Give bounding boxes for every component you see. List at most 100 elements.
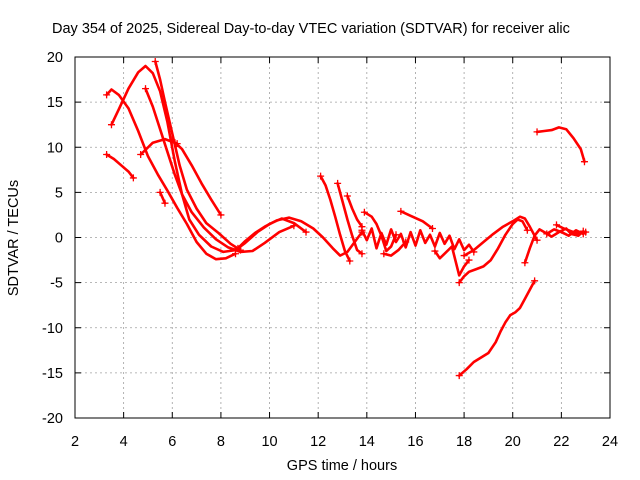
series-line: [363, 210, 398, 253]
x-tick-label: 10: [261, 434, 277, 450]
y-tick-label: -20: [42, 411, 63, 427]
series-trace-23: [455, 277, 539, 380]
series-line: [523, 227, 585, 265]
data-point-marker: [531, 277, 539, 285]
series-line: [139, 137, 179, 156]
x-tick-label: 12: [310, 434, 326, 450]
series-line: [433, 245, 471, 277]
data-point-marker: [580, 158, 588, 166]
series-line: [535, 126, 586, 163]
data-point-marker: [360, 208, 368, 216]
data-series: [103, 58, 590, 380]
series-trace-18: [455, 218, 531, 287]
data-point-marker: [142, 85, 150, 93]
data-point-marker: [129, 174, 137, 182]
series-trace-22: [553, 221, 590, 236]
x-tick-label: 14: [359, 434, 375, 450]
data-point-marker: [533, 128, 541, 136]
data-point-marker: [465, 256, 473, 264]
plot-frame: [74, 56, 611, 419]
series-line: [154, 60, 242, 252]
x-tick-label: 24: [602, 434, 618, 450]
series-line: [105, 88, 237, 261]
series-line: [462, 215, 539, 257]
chart-title: Day 354 of 2025, Sidereal Day-to-day VTE…: [52, 21, 570, 37]
y-tick-label: 0: [55, 231, 63, 247]
data-point-marker: [302, 228, 310, 236]
series-trace-14: [360, 208, 400, 253]
series-trace-16: [380, 238, 410, 258]
series-line: [346, 194, 364, 228]
data-point-marker: [460, 252, 468, 260]
data-point-marker: [533, 236, 541, 244]
data-point-marker: [217, 211, 225, 219]
data-point-marker: [428, 224, 436, 232]
data-point-marker: [521, 259, 529, 267]
x-tick-label: 2: [71, 434, 79, 450]
series-trace-19: [460, 215, 541, 260]
data-point-marker: [523, 226, 531, 234]
series-trace-5: [103, 150, 137, 182]
series-trace-13: [358, 226, 478, 256]
y-tick-label: -5: [50, 276, 63, 292]
data-point-marker: [173, 140, 181, 148]
data-point-marker: [156, 188, 164, 196]
series-line: [171, 138, 223, 217]
series-line: [457, 279, 536, 377]
series-trace-3: [151, 58, 244, 254]
series-trace-17: [431, 245, 473, 277]
series-line: [399, 210, 434, 230]
data-point-marker: [234, 244, 242, 252]
data-point-marker: [455, 279, 463, 287]
y-tick-label: 20: [47, 50, 63, 66]
y-tick-label: 10: [47, 140, 63, 156]
data-point-marker: [334, 179, 342, 187]
series-line: [555, 223, 588, 236]
x-tick-label: 22: [553, 434, 569, 450]
data-point-marker: [103, 91, 111, 99]
data-point-marker: [161, 199, 169, 207]
x-tick-label: 16: [407, 434, 423, 450]
data-point-marker: [343, 192, 351, 200]
series-line: [382, 240, 408, 257]
series-line: [457, 218, 529, 284]
x-axis-label: GPS time / hours: [287, 458, 397, 474]
series-trace-10: [317, 172, 354, 265]
y-tick-label: -15: [42, 366, 63, 382]
data-point-marker: [358, 226, 366, 234]
series-trace-24: [533, 126, 588, 166]
data-point-marker: [346, 257, 354, 265]
series-trace-4: [142, 85, 298, 254]
x-tick-label: 8: [217, 434, 225, 450]
y-tick-label: -10: [42, 321, 63, 337]
x-tick-label: 6: [168, 434, 176, 450]
series-line: [158, 191, 167, 205]
data-point-marker: [290, 222, 298, 230]
data-point-marker: [358, 250, 366, 258]
data-point-marker: [317, 172, 325, 180]
series-trace-11: [334, 179, 366, 258]
data-point-marker: [380, 250, 388, 258]
series-line: [105, 153, 135, 180]
data-point-marker: [553, 221, 560, 229]
data-point-marker: [431, 247, 439, 255]
data-point-marker: [107, 121, 115, 129]
data-point-marker: [137, 150, 145, 158]
series-trace-12: [343, 192, 366, 231]
data-point-marker: [543, 230, 551, 238]
series-trace-8: [137, 137, 181, 158]
series-line: [336, 182, 364, 255]
series-trace-15: [397, 207, 436, 232]
y-tick-label: 15: [47, 95, 63, 111]
data-point-marker: [582, 228, 590, 236]
series-line: [144, 87, 296, 254]
x-tick-label: 4: [120, 434, 128, 450]
data-point-marker: [103, 150, 111, 158]
series-trace-6: [156, 188, 169, 207]
data-point-marker: [402, 238, 410, 246]
y-axis-label: SDTVAR / TECUs: [6, 180, 22, 296]
data-point-marker: [151, 58, 159, 66]
x-tick-label: 18: [456, 434, 472, 450]
